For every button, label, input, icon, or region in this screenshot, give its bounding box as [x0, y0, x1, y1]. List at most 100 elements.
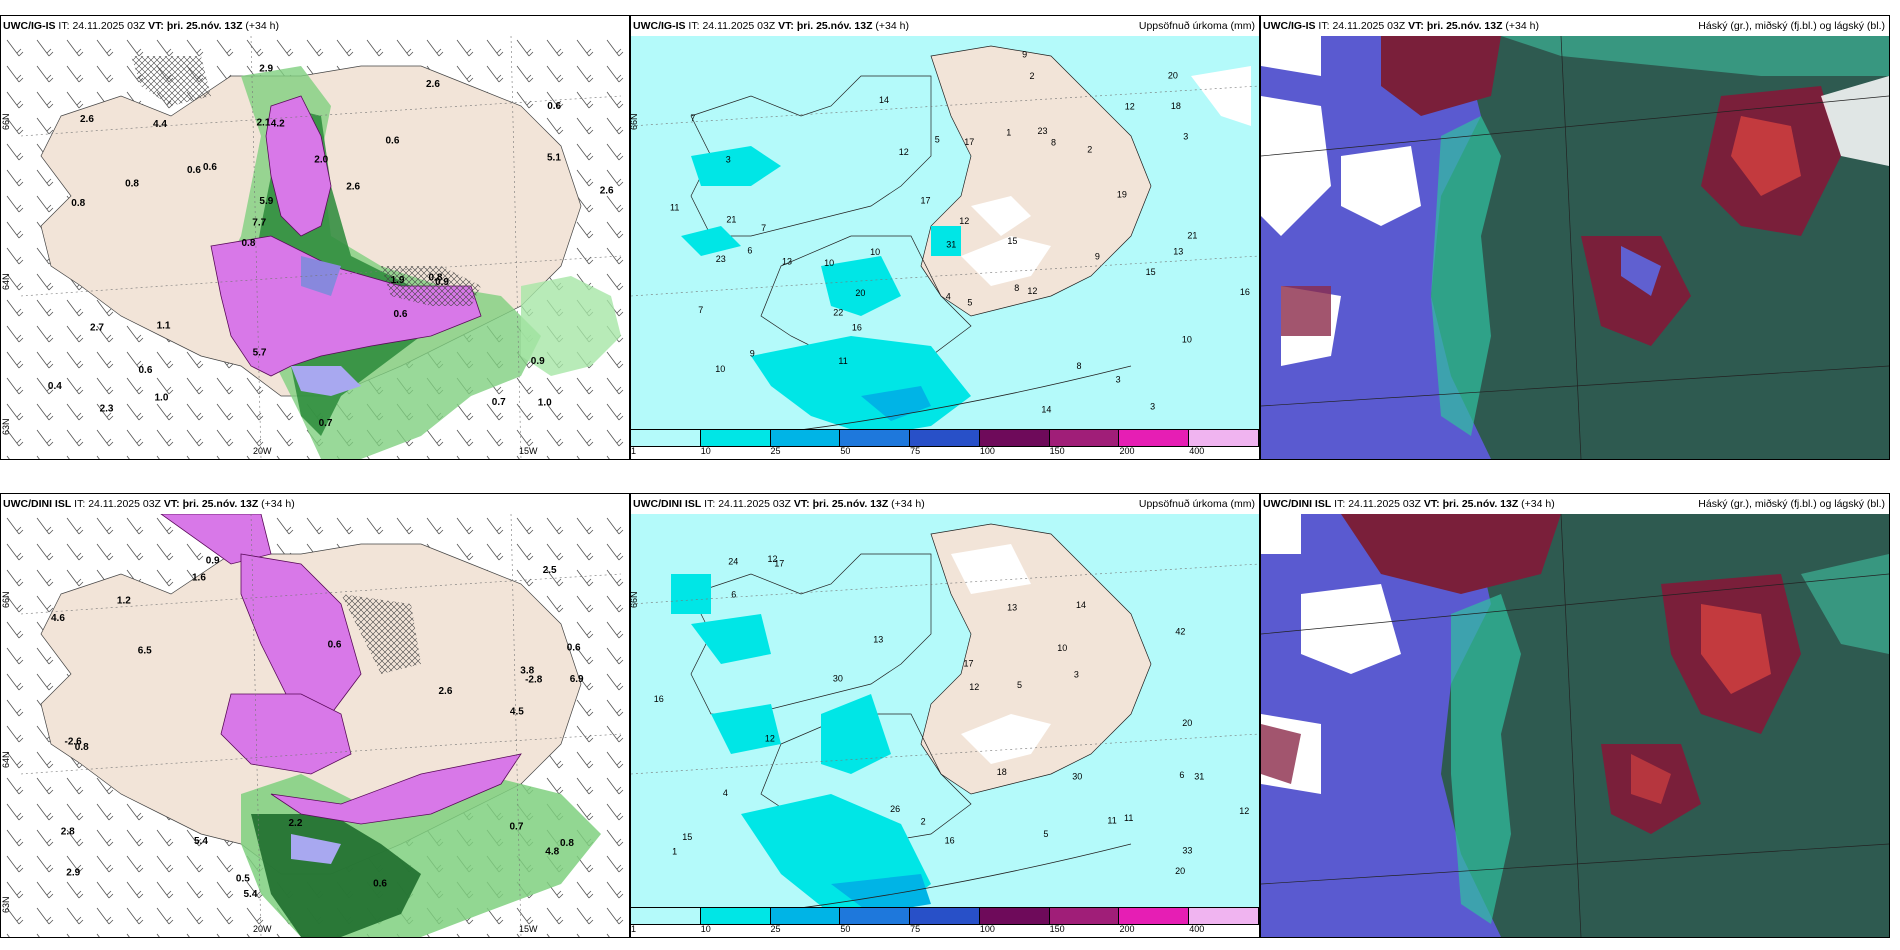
vt-value: þri. 25.nóv. 13Z	[1426, 20, 1503, 32]
lead-time: (+34 h)	[1521, 498, 1555, 510]
value-label: 30	[833, 674, 843, 684]
value-label: 3	[1074, 669, 1079, 679]
colorbar-tick-label: 10	[700, 924, 711, 934]
colorbar-swatch	[1119, 430, 1190, 446]
map-clouds	[1261, 514, 1889, 937]
value-label: 15	[1007, 236, 1017, 246]
value-label: 6.5	[138, 646, 152, 657]
value-label: 14	[1076, 600, 1086, 610]
value-label: 2.1	[257, 117, 271, 128]
map-wind-precip: 20W 15W 66N 64N 63N 0.7 0.6 0.8 0.6 2.9 0.9 3.…	[1, 514, 629, 937]
vt-label: VT:	[148, 20, 164, 32]
lat-label-63n: 63N	[1, 418, 11, 435]
value-label: 13	[873, 634, 883, 644]
colorbar-tick-label: 1	[631, 446, 637, 456]
vt-label: VT:	[1423, 498, 1440, 510]
value-label: 7.7	[252, 217, 266, 228]
value-label: 6	[731, 589, 736, 599]
lat-label-64n: 64N	[1, 273, 11, 290]
value-label: 2	[1087, 145, 1092, 155]
colorbar-tick-label: 400	[1189, 924, 1205, 934]
value-label: 11	[670, 202, 679, 212]
panel-header: UWC/DINI ISL IT: 24.11.2025 03Z VT: þri.…	[1, 494, 629, 514]
value-label: 5	[1043, 829, 1048, 839]
it-label: IT:	[1318, 20, 1330, 32]
colorbar-swatch	[1189, 908, 1259, 924]
colorbar-tick-label: 75	[910, 446, 921, 456]
lon-label-20w: 20W	[253, 446, 272, 456]
value-label: 0.6	[394, 309, 408, 320]
lon-label-15w: 15W	[519, 924, 538, 934]
value-label: 3	[1150, 401, 1155, 411]
colorbar-swatches	[631, 907, 1259, 925]
value-label: -2.8	[525, 674, 543, 685]
value-label: 0.6	[373, 879, 387, 890]
colorbar-swatch	[840, 908, 911, 924]
colorbar-swatch	[631, 430, 701, 446]
value-label: 2.6	[346, 182, 360, 193]
value-label: 2.9	[66, 868, 80, 879]
value-label: 4.5	[510, 707, 524, 718]
value-label: 16	[852, 323, 862, 333]
lat-label-64n: 64N	[1, 751, 11, 768]
it-value: 24.11.2025 03Z	[718, 498, 791, 510]
value-label: 2.6	[80, 114, 94, 125]
colorbar-swatch	[1049, 430, 1120, 446]
colorbar-swatch	[631, 908, 701, 924]
value-label: 0.8	[560, 838, 574, 849]
colorbar-tick-label: 100	[979, 924, 995, 934]
cloud-title: Háský (gr.), miðský (fj.bl.) og lágský (…	[1698, 498, 1885, 510]
value-label: 30	[1072, 772, 1082, 782]
colorbar-swatch	[770, 430, 841, 446]
vt-value: þri. 25.nóv. 13Z	[166, 20, 243, 32]
value-label: 5.4	[194, 836, 208, 847]
value-label: -2.6	[65, 737, 83, 748]
lead-time: (+34 h)	[1505, 20, 1539, 32]
colorbar-tick-label: 200	[1119, 446, 1135, 456]
value-label: 13	[782, 257, 792, 267]
value-labels: 1.0 0.8 0.6 0.8 0.6 2.3 2.1 2.0 2.7 0.6 0.4 0.6 4.2 2…	[48, 63, 614, 429]
colorbar-tick-label: 150	[1049, 446, 1065, 456]
value-label: 1	[672, 846, 677, 856]
colorbar-tick-label: 200	[1119, 924, 1135, 934]
panel-accumulated-precip-top: UWC/IG-IS IT: 24.11.2025 03Z VT: þri. 25…	[630, 15, 1260, 460]
value-label: 1.2	[117, 595, 131, 606]
value-label: 31	[1194, 771, 1204, 781]
it-value: 24.11.2025 03Z	[1348, 498, 1421, 510]
value-label: 22	[833, 307, 843, 317]
value-label: 0.8	[125, 179, 139, 190]
colorbar: 1 10 25 50 75 100 150 200 400	[631, 429, 1259, 459]
value-label: 24	[728, 556, 738, 566]
value-label: 5.1	[547, 153, 561, 164]
value-label: 5.7	[253, 348, 267, 359]
precip-title: Uppsöfnuð úrkoma (mm)	[1138, 498, 1255, 510]
value-label: 0.6	[139, 365, 153, 376]
value-label: 12	[1027, 286, 1037, 296]
value-label: 8	[1014, 283, 1019, 293]
value-label: 10	[1057, 643, 1067, 653]
value-label: 0.5	[236, 874, 250, 885]
value-label: 0.8	[429, 272, 443, 283]
panel-header: UWC/IG-IS IT: 24.11.2025 03Z VT: þri. 25…	[1261, 16, 1889, 36]
value-label: 1.0	[538, 398, 552, 409]
value-label: 2.8	[61, 827, 75, 838]
lon-label-15w: 15W	[519, 446, 538, 456]
it-value: 24.11.2025 03Z	[88, 498, 161, 510]
value-label: 5	[967, 298, 972, 308]
value-label: 2	[1030, 71, 1035, 81]
model-name: UWC/DINI ISL	[3, 498, 72, 510]
value-label: 2.0	[314, 155, 328, 166]
value-label: 2	[921, 817, 926, 827]
value-label: 10	[1182, 335, 1192, 345]
lon-label-20w: 20W	[253, 924, 272, 934]
value-label: 2.6	[600, 186, 614, 197]
value-label: 5.4	[244, 889, 258, 900]
colorbar-tick-label: 75	[910, 924, 921, 934]
value-label: 1.9	[391, 275, 405, 286]
value-label: 0.8	[242, 238, 256, 249]
value-label: 17	[921, 195, 931, 205]
vt-label: VT:	[793, 498, 810, 510]
value-label: 3	[1183, 132, 1188, 142]
value-label: 3	[726, 155, 731, 165]
value-label: 0.6	[328, 640, 342, 651]
